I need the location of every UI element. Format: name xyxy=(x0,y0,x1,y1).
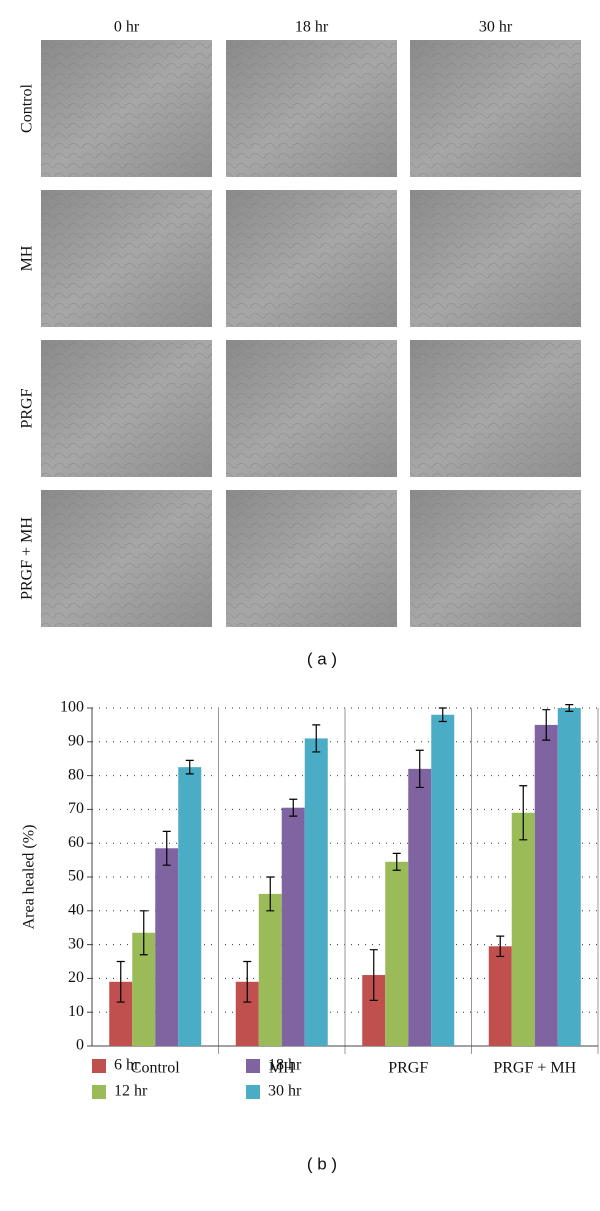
column-label: 30 hr xyxy=(479,19,513,36)
bar xyxy=(408,768,432,1046)
legend-swatch xyxy=(92,1059,106,1073)
row-label: PRGF xyxy=(19,388,36,428)
error-bar xyxy=(185,759,194,775)
legend-label: 6 hr xyxy=(114,1057,140,1074)
y-tick-label: 60 xyxy=(68,834,84,851)
bar xyxy=(304,738,328,1046)
micrograph-texture xyxy=(410,490,581,627)
micrograph-texture xyxy=(226,490,397,627)
error-bar xyxy=(312,724,321,753)
y-tick-label: 70 xyxy=(68,800,84,817)
bar xyxy=(235,981,259,1046)
bar xyxy=(109,981,133,1046)
bar xyxy=(511,812,535,1046)
y-tick-label: 90 xyxy=(68,732,84,749)
x-tick-label: Control xyxy=(131,1060,180,1077)
error-bar xyxy=(139,910,148,956)
bar xyxy=(385,861,409,1046)
legend-swatch xyxy=(246,1059,260,1073)
panel-caption: ( b ) xyxy=(307,1154,337,1173)
column-label: 0 hr xyxy=(114,19,140,36)
error-bar xyxy=(519,785,528,841)
y-tick-label: 10 xyxy=(68,1003,84,1020)
legend-label: 18 hr xyxy=(268,1057,302,1074)
error-bar xyxy=(243,960,252,1003)
error-bar xyxy=(116,960,125,1003)
micrograph-texture xyxy=(410,40,581,177)
y-tick-label: 30 xyxy=(68,935,84,952)
row-label: PRGF + MH xyxy=(19,517,36,600)
bar xyxy=(281,807,305,1046)
x-tick-label: PRGF + MH xyxy=(493,1060,576,1077)
error-bar xyxy=(266,876,275,912)
row-label: MH xyxy=(19,245,36,271)
micrograph-texture xyxy=(41,190,212,327)
y-tick-label: 0 xyxy=(76,1037,84,1054)
bar xyxy=(258,893,282,1046)
bar xyxy=(178,767,202,1046)
column-label: 18 hr xyxy=(295,19,329,36)
error-bar xyxy=(542,709,551,741)
y-tick-label: 80 xyxy=(68,766,84,783)
micrograph-texture xyxy=(226,40,397,177)
micrograph-texture xyxy=(226,190,397,327)
error-bar xyxy=(369,949,378,1001)
error-bar xyxy=(289,798,298,817)
micrograph-texture xyxy=(410,340,581,477)
bar xyxy=(534,724,558,1046)
bar xyxy=(362,975,386,1046)
micrograph-texture xyxy=(41,490,212,627)
error-bar xyxy=(415,749,424,789)
bar xyxy=(488,946,512,1046)
micrograph-texture xyxy=(410,190,581,327)
micrograph-texture xyxy=(41,340,212,477)
error-bar xyxy=(496,935,505,958)
y-tick-label: 50 xyxy=(68,868,84,885)
micrograph-texture xyxy=(41,40,212,177)
y-tick-label: 20 xyxy=(68,969,84,986)
y-tick-label: 40 xyxy=(68,901,84,918)
x-tick-label: MH xyxy=(269,1060,295,1077)
y-axis-label: Area healed (%) xyxy=(21,825,38,930)
y-tick-label: 100 xyxy=(60,699,84,716)
bar xyxy=(132,932,156,1046)
row-label: Control xyxy=(19,84,36,133)
error-bar xyxy=(162,830,171,866)
panel-caption: ( a ) xyxy=(307,649,337,668)
error-bar xyxy=(392,852,401,871)
bar xyxy=(557,708,581,1046)
legend-swatch xyxy=(246,1085,260,1099)
bar xyxy=(431,714,455,1046)
legend-swatch xyxy=(92,1085,106,1099)
legend-label: 30 hr xyxy=(268,1083,302,1100)
error-bar xyxy=(565,704,574,712)
error-bar xyxy=(438,707,447,723)
legend-label: 12 hr xyxy=(114,1083,148,1100)
bar xyxy=(155,848,179,1046)
micrograph-texture xyxy=(226,340,397,477)
x-tick-label: PRGF xyxy=(388,1060,428,1077)
